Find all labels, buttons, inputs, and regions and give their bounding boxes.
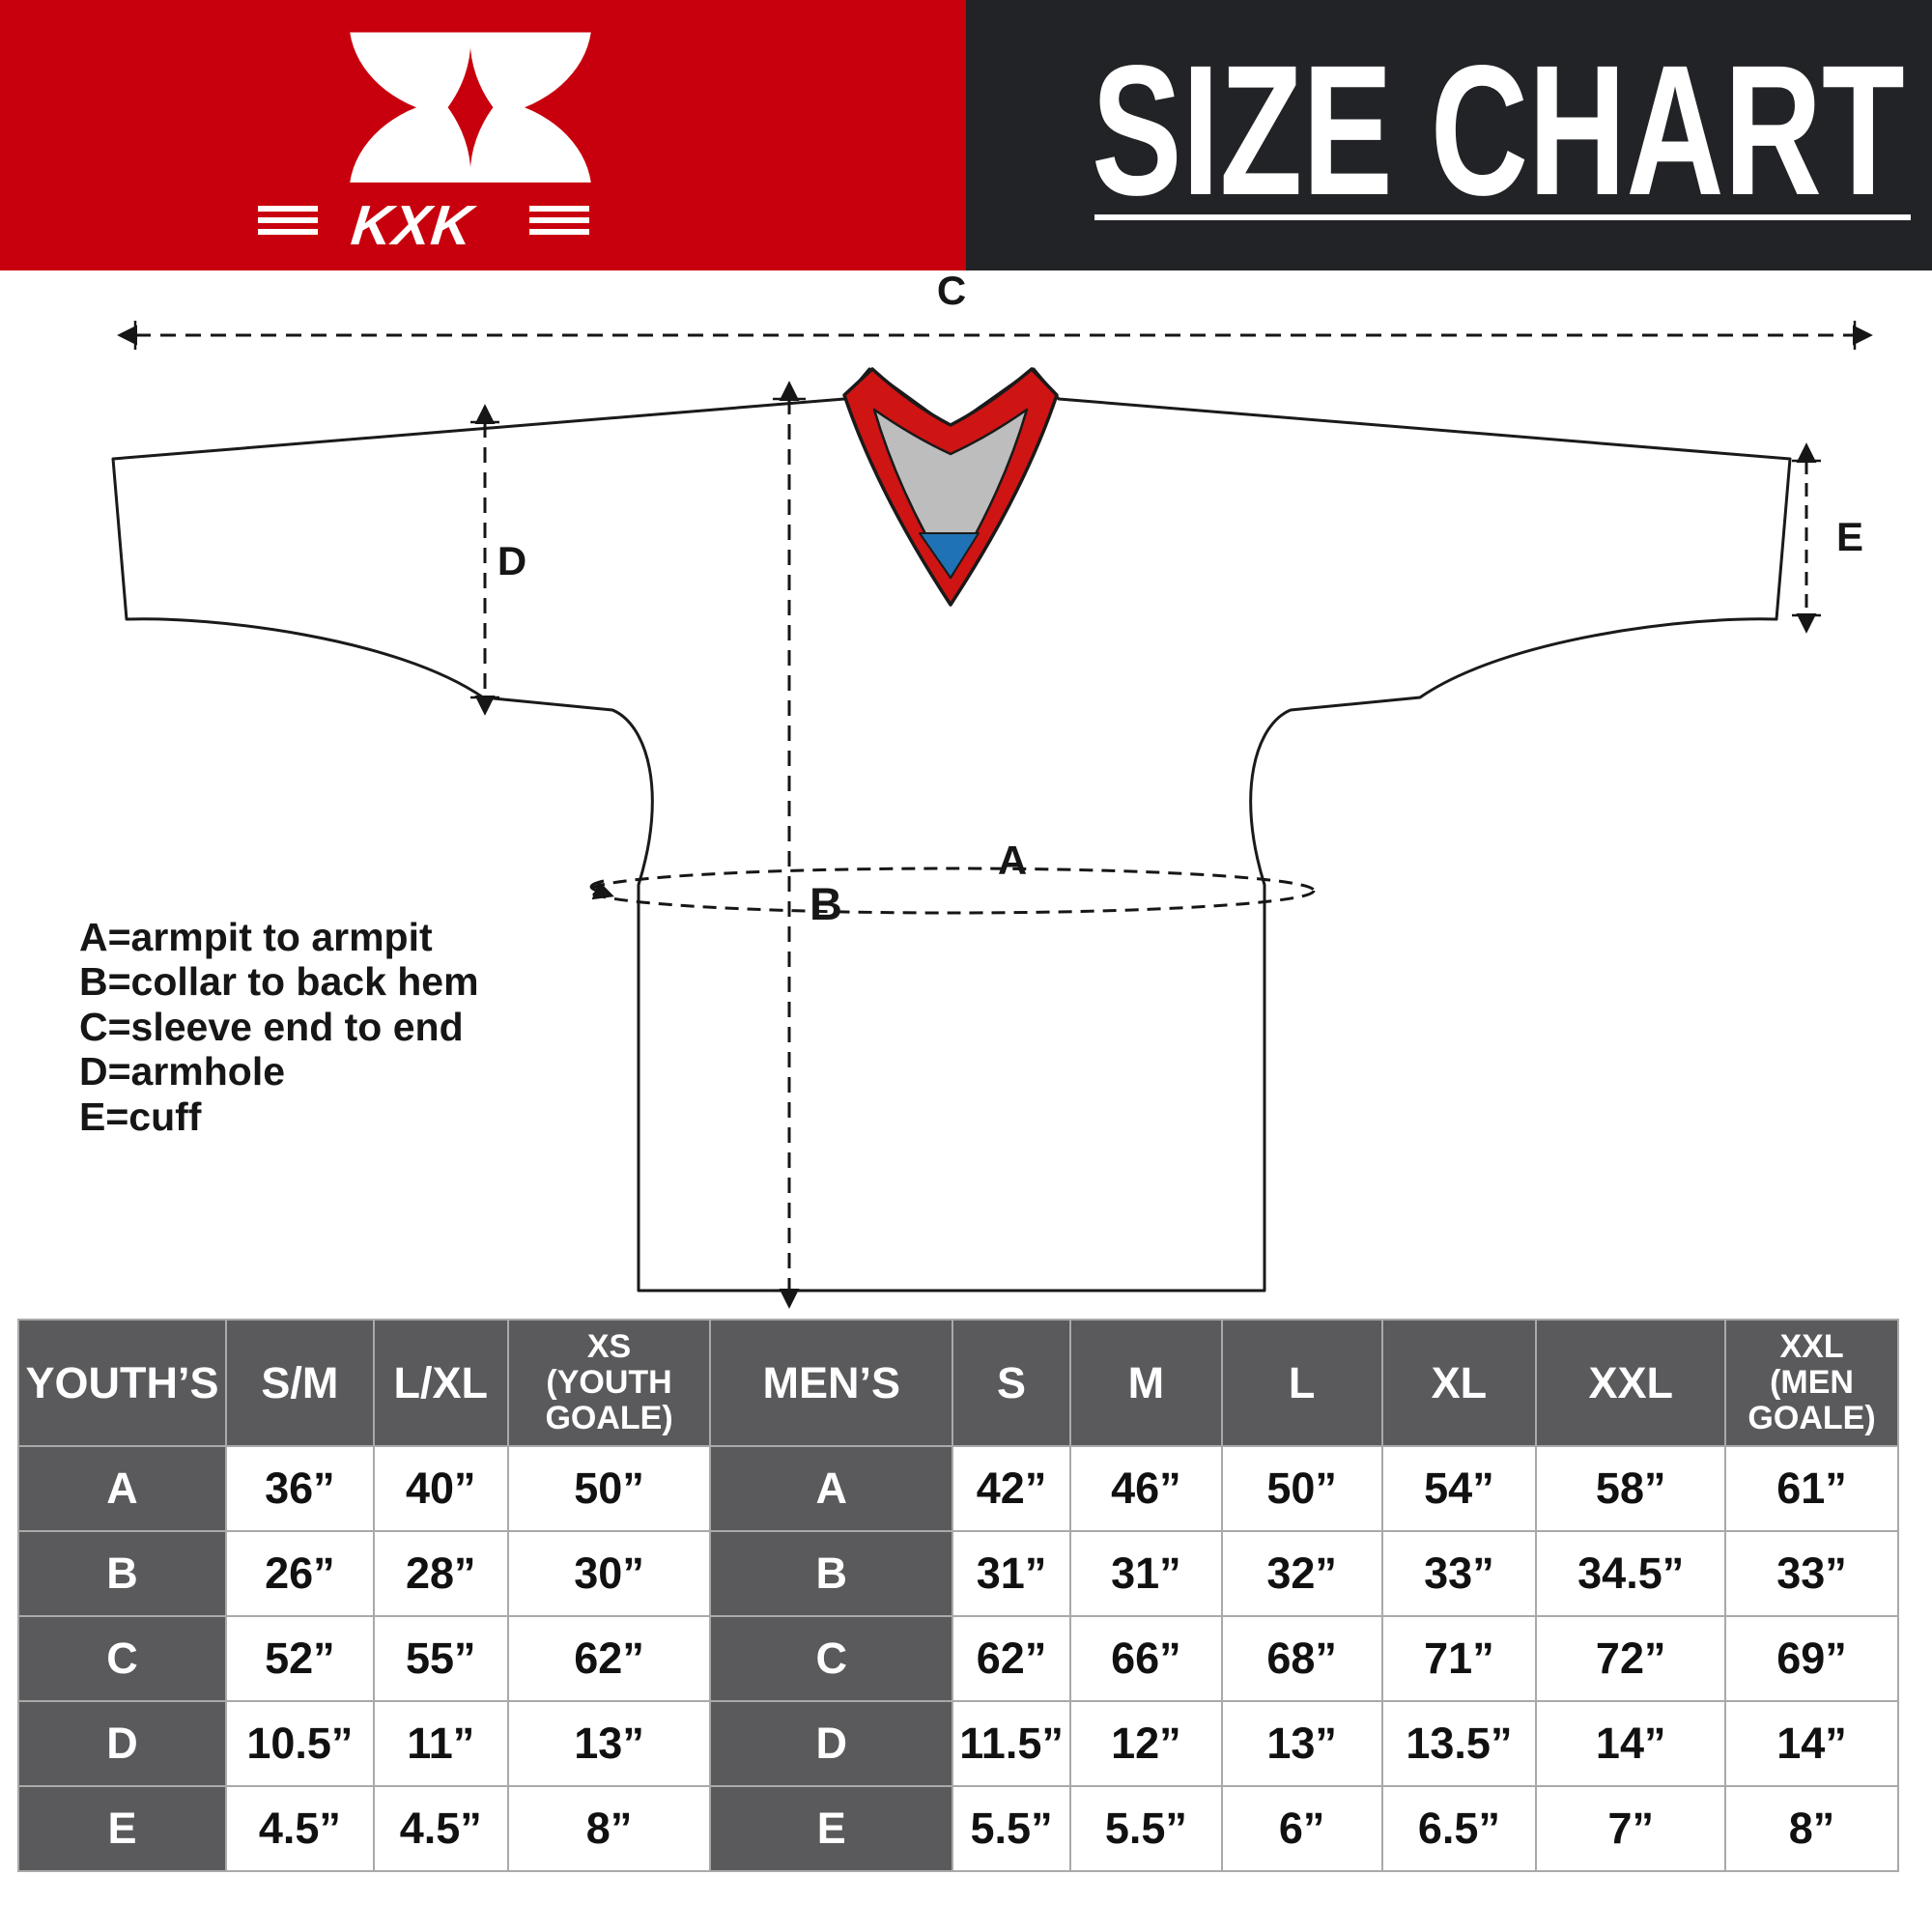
svg-text:A: A — [998, 838, 1027, 883]
svg-text:D=armhole: D=armhole — [79, 1049, 285, 1094]
svg-text:C=sleeve end to end: C=sleeve end to end — [79, 1005, 464, 1049]
svg-text:D: D — [497, 538, 526, 583]
svg-text:B: B — [810, 878, 842, 929]
svg-text:A=armpit to armpit: A=armpit to armpit — [79, 915, 433, 959]
svg-text:E: E — [1836, 514, 1863, 559]
svg-text:B=collar to back hem: B=collar to back hem — [79, 959, 479, 1004]
svg-text:E=cuff: E=cuff — [79, 1094, 202, 1139]
svg-text:C: C — [937, 270, 966, 313]
